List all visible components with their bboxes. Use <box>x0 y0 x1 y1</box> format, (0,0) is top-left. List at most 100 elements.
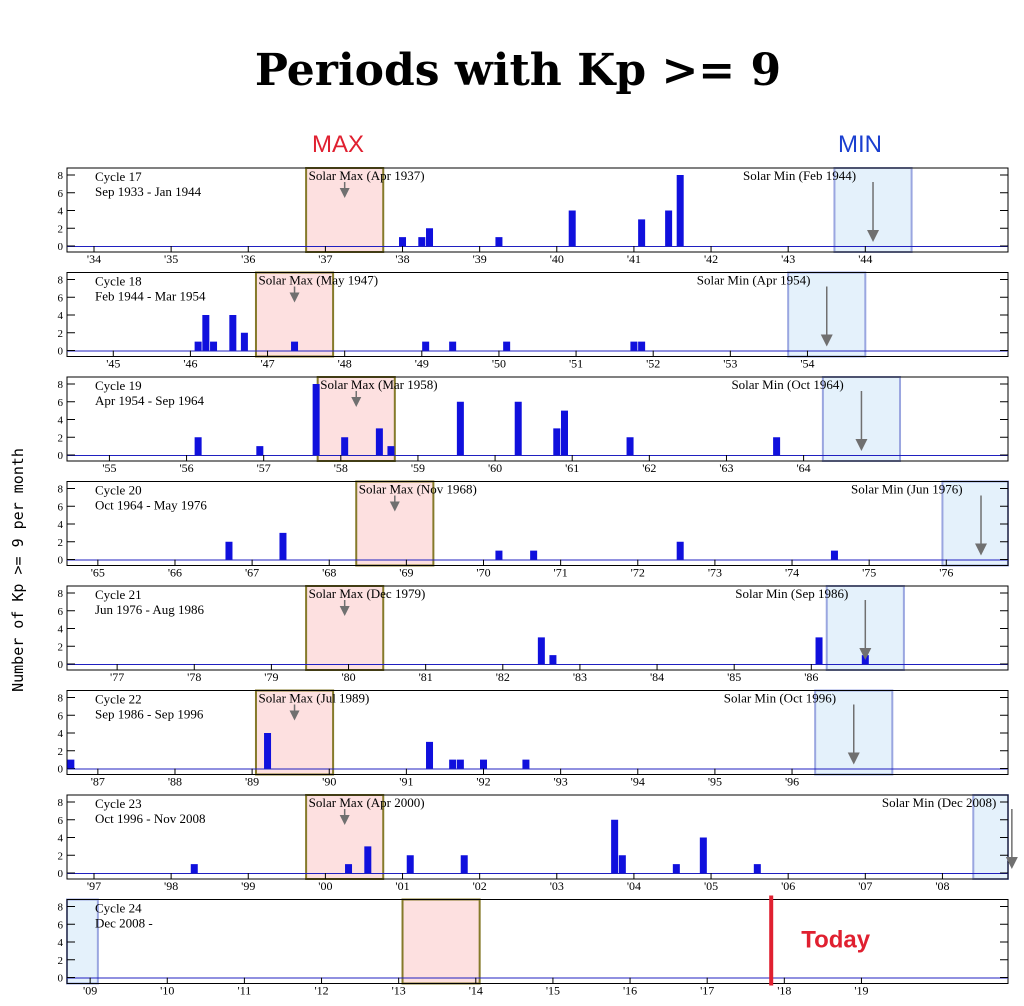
kp-bar <box>638 219 646 246</box>
solar-max-arrow-head <box>289 710 300 721</box>
kp-bar <box>815 637 823 664</box>
x-tick-label: '65 <box>91 566 105 580</box>
kp-bar <box>480 759 488 769</box>
x-tick-label: '82 <box>496 670 510 684</box>
x-tick-label: '96 <box>785 775 799 789</box>
x-tick-label: '56 <box>179 461 193 475</box>
y-tick-label: 0 <box>58 659 64 671</box>
y-tick-label: 0 <box>58 555 64 567</box>
solar-max-label: Solar Max (Jul 1989) <box>259 691 370 706</box>
x-tick-label: '79 <box>264 670 278 684</box>
y-tick-label: 0 <box>58 764 64 776</box>
cycle-label: Cycle 24 <box>95 901 142 916</box>
x-tick-label: '69 <box>399 566 413 580</box>
cycle-label: Cycle 22 <box>95 692 142 707</box>
x-tick-label: '15 <box>546 984 560 998</box>
kp-bar <box>422 341 430 351</box>
x-tick-label: '85 <box>727 670 741 684</box>
x-tick-label: '50 <box>492 357 506 371</box>
x-tick-label: '60 <box>488 461 502 475</box>
y-tick-label: 6 <box>58 188 64 200</box>
x-tick-label: '09 <box>83 984 97 998</box>
kp-bar <box>406 855 414 873</box>
cycle-range: Feb 1944 - Mar 1954 <box>95 289 206 304</box>
x-tick-label: '00 <box>318 879 332 893</box>
panel-7: 0 2 4 6 8 '97 '98 '99 '00 '01 '02 '03 '04 '05 '06 '07 '0… <box>58 794 1018 893</box>
x-tick-label: '07 <box>858 879 872 893</box>
y-tick-label: 4 <box>58 519 64 531</box>
y-tick-label: 2 <box>58 955 64 967</box>
x-tick-label: '70 <box>476 566 490 580</box>
kp-bar <box>225 541 233 560</box>
y-tick-label: 0 <box>58 973 64 985</box>
x-tick-label: '08 <box>935 879 949 893</box>
kp-bar <box>699 837 707 873</box>
x-tick-label: '87 <box>91 775 105 789</box>
solar-min-label: Solar Min (Oct 1996) <box>724 691 836 706</box>
x-tick-label: '12 <box>314 984 328 998</box>
x-tick-label: '41 <box>627 252 641 266</box>
y-tick-label: 4 <box>58 624 64 636</box>
kp-bar <box>676 541 684 560</box>
x-tick-label: '43 <box>781 252 795 266</box>
x-tick-label: '57 <box>257 461 271 475</box>
x-tick-label: '06 <box>781 879 795 893</box>
kp-bar <box>549 655 557 664</box>
x-tick-label: '42 <box>704 252 718 266</box>
y-tick-label: 6 <box>58 710 64 722</box>
kp-bar <box>830 550 838 560</box>
y-tick-label: 0 <box>58 868 64 880</box>
solar-min-arrow-head <box>855 439 868 451</box>
solar-min-label: Solar Min (Sep 1986) <box>735 586 848 601</box>
kp-bar <box>194 437 202 455</box>
kp-bar <box>672 864 680 873</box>
x-tick-label: '02 <box>473 879 487 893</box>
solar-min-arrow-head <box>820 334 833 347</box>
y-tick-label: 4 <box>58 728 64 740</box>
y-tick-label: 0 <box>58 241 64 253</box>
y-tick-label: 2 <box>58 746 64 758</box>
kp-bar <box>194 341 202 351</box>
x-tick-label: '59 <box>411 461 425 475</box>
y-tick-label: 2 <box>58 850 64 862</box>
cycle-label: Cycle 20 <box>95 483 142 498</box>
today-label: Today <box>801 927 871 954</box>
x-tick-label: '11 <box>238 984 252 998</box>
solar-max-arrow-head <box>289 292 300 303</box>
cycle-range: Sep 1986 - Sep 1996 <box>95 707 204 722</box>
x-tick-label: '04 <box>627 879 641 893</box>
kp-bar <box>456 759 464 769</box>
kp-bar <box>676 175 684 246</box>
x-tick-label: '40 <box>550 252 564 266</box>
x-tick-label: '84 <box>650 670 664 684</box>
solar-min-label: Solar Min (Oct 1964) <box>731 377 843 392</box>
solar-min-label: Solar Min (Jun 1976) <box>851 482 963 497</box>
kp-bar <box>630 341 638 351</box>
solar-max-arrow-head <box>339 606 350 616</box>
x-tick-label: '14 <box>469 984 483 998</box>
y-tick-label: 4 <box>58 206 64 218</box>
y-tick-label: 2 <box>58 537 64 549</box>
x-tick-label: '18 <box>777 984 791 998</box>
solar-min-box <box>941 480 1010 567</box>
y-tick-label: 8 <box>58 275 64 287</box>
panel-2: 0 2 4 6 8 '45 '46 '47 '48 '49 '50 '51 '52 '53 '54 Cycle… <box>58 271 1009 371</box>
x-tick-label: '46 <box>183 357 197 371</box>
cycle-range: Jun 1976 - Aug 1986 <box>95 602 205 617</box>
x-tick-label: '36 <box>241 252 255 266</box>
x-tick-label: '05 <box>704 879 718 893</box>
panel-5: 0 2 4 6 8 '77 '78 '79 '80 '81 '82 '83 '84 '85 '86 Cycle… <box>58 585 1009 684</box>
kp-bar <box>530 550 538 560</box>
kp-bar <box>375 428 383 455</box>
cycle-range: Sep 1933 - Jan 1944 <box>95 184 202 199</box>
cycle-label: Cycle 21 <box>95 587 142 602</box>
y-tick-label: 4 <box>58 415 64 427</box>
x-tick-label: '78 <box>187 670 201 684</box>
kp-bar <box>449 759 457 769</box>
kp-bar <box>240 332 248 351</box>
x-tick-label: '97 <box>87 879 101 893</box>
kp-bar <box>291 341 299 351</box>
kp-bar <box>312 384 320 455</box>
kp-bar <box>495 237 503 246</box>
kp-bar <box>399 237 407 246</box>
